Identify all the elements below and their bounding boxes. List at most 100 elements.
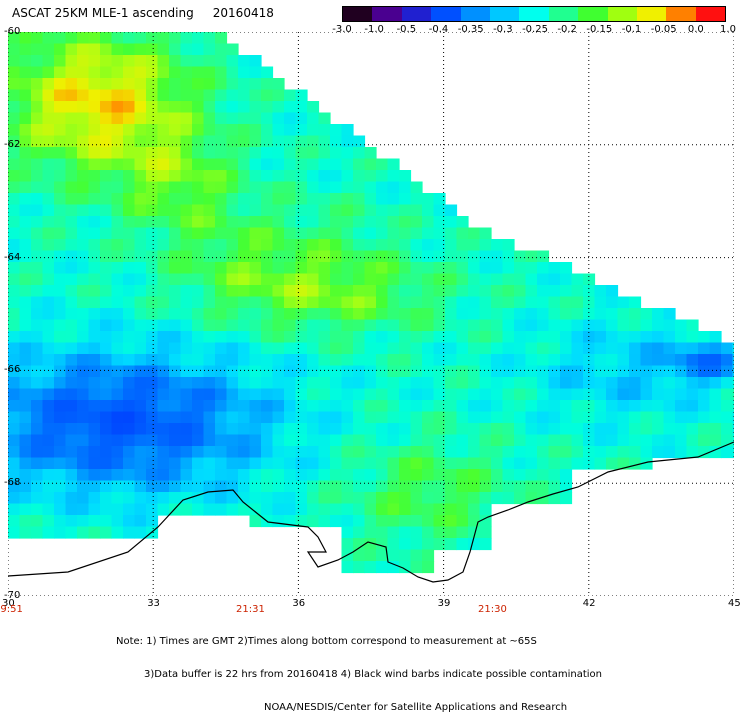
data-cell: [65, 480, 78, 493]
data-cell: [134, 457, 147, 470]
data-cell: [548, 296, 561, 309]
data-cell: [445, 239, 458, 252]
data-cell: [330, 170, 343, 183]
data-cell: [399, 446, 412, 459]
data-cell: [341, 561, 354, 574]
data-cell: [295, 124, 308, 137]
data-cell: [77, 158, 90, 171]
data-cell: [192, 434, 205, 447]
data-cell: [203, 250, 216, 263]
data-cell: [134, 273, 147, 286]
data-cell: [698, 377, 711, 390]
data-cell: [376, 503, 389, 516]
data-cell: [537, 469, 550, 482]
data-cell: [652, 388, 665, 401]
data-cell: [123, 101, 136, 114]
data-cell: [502, 480, 515, 493]
data-cell: [215, 170, 228, 183]
data-cell: [249, 250, 262, 263]
data-cell: [387, 216, 400, 229]
data-cell: [571, 411, 584, 424]
data-cell: [226, 89, 239, 102]
data-cell: [65, 227, 78, 240]
data-cell: [88, 101, 101, 114]
data-cell: [180, 216, 193, 229]
data-cell: [192, 181, 205, 194]
data-cell: [491, 480, 504, 493]
data-cell: [77, 434, 90, 447]
data-cell: [284, 216, 297, 229]
data-cell: [479, 227, 492, 240]
data-cell: [180, 89, 193, 102]
data-cell: [203, 354, 216, 367]
data-cell: [111, 354, 124, 367]
data-cell: [387, 457, 400, 470]
data-cell: [54, 331, 67, 344]
data-cell: [123, 55, 136, 68]
data-cell: [42, 331, 55, 344]
data-cell: [376, 285, 389, 298]
data-cell: [65, 250, 78, 263]
data-cell: [318, 469, 331, 482]
data-cell: [19, 411, 32, 424]
data-cell: [295, 377, 308, 390]
data-cell: [491, 377, 504, 390]
data-cell: [31, 446, 44, 459]
data-cell: [560, 388, 573, 401]
data-cell: [54, 112, 67, 125]
data-cell: [203, 273, 216, 286]
data-cell: [19, 342, 32, 355]
data-cell: [675, 423, 688, 436]
color-scale-swatch: [695, 7, 726, 21]
data-cell: [54, 101, 67, 114]
data-cell: [652, 446, 665, 459]
data-cell: [249, 515, 262, 528]
data-cell: [8, 354, 21, 367]
data-cell: [433, 538, 446, 551]
data-cell: [652, 377, 665, 390]
data-cell: [376, 296, 389, 309]
data-cell: [169, 204, 182, 217]
data-cell: [42, 239, 55, 252]
data-cell: [42, 181, 55, 194]
data-cell: [525, 273, 538, 286]
data-cell: [134, 503, 147, 516]
data-cell: [376, 561, 389, 574]
data-cell: [272, 158, 285, 171]
data-cell: [456, 434, 469, 447]
data-cell: [42, 158, 55, 171]
data-cell: [169, 124, 182, 137]
data-cell: [203, 43, 216, 56]
data-cell: [721, 354, 734, 367]
data-cell: [54, 216, 67, 229]
data-cell: [686, 342, 699, 355]
data-cell: [663, 423, 676, 436]
data-cell: [514, 446, 527, 459]
data-cell: [100, 526, 113, 539]
data-cell: [272, 365, 285, 378]
data-cell: [249, 446, 262, 459]
data-cell: [88, 204, 101, 217]
data-cell: [422, 400, 435, 413]
data-cell: [8, 170, 21, 183]
data-cell: [364, 503, 377, 516]
data-cell: [238, 273, 251, 286]
data-cell: [548, 388, 561, 401]
data-cell: [88, 469, 101, 482]
data-cell: [445, 296, 458, 309]
data-cell: [226, 239, 239, 252]
data-cell: [203, 377, 216, 390]
data-cell: [146, 388, 159, 401]
data-cell: [445, 204, 458, 217]
data-cell: [583, 273, 596, 286]
wind-field-map: [8, 32, 734, 596]
data-cell: [617, 446, 630, 459]
data-cell: [399, 549, 412, 562]
data-cell: [203, 457, 216, 470]
data-cell: [341, 239, 354, 252]
data-cell: [157, 262, 170, 275]
data-cell: [65, 296, 78, 309]
data-cell: [284, 181, 297, 194]
data-cell: [180, 480, 193, 493]
data-cell: [456, 388, 469, 401]
